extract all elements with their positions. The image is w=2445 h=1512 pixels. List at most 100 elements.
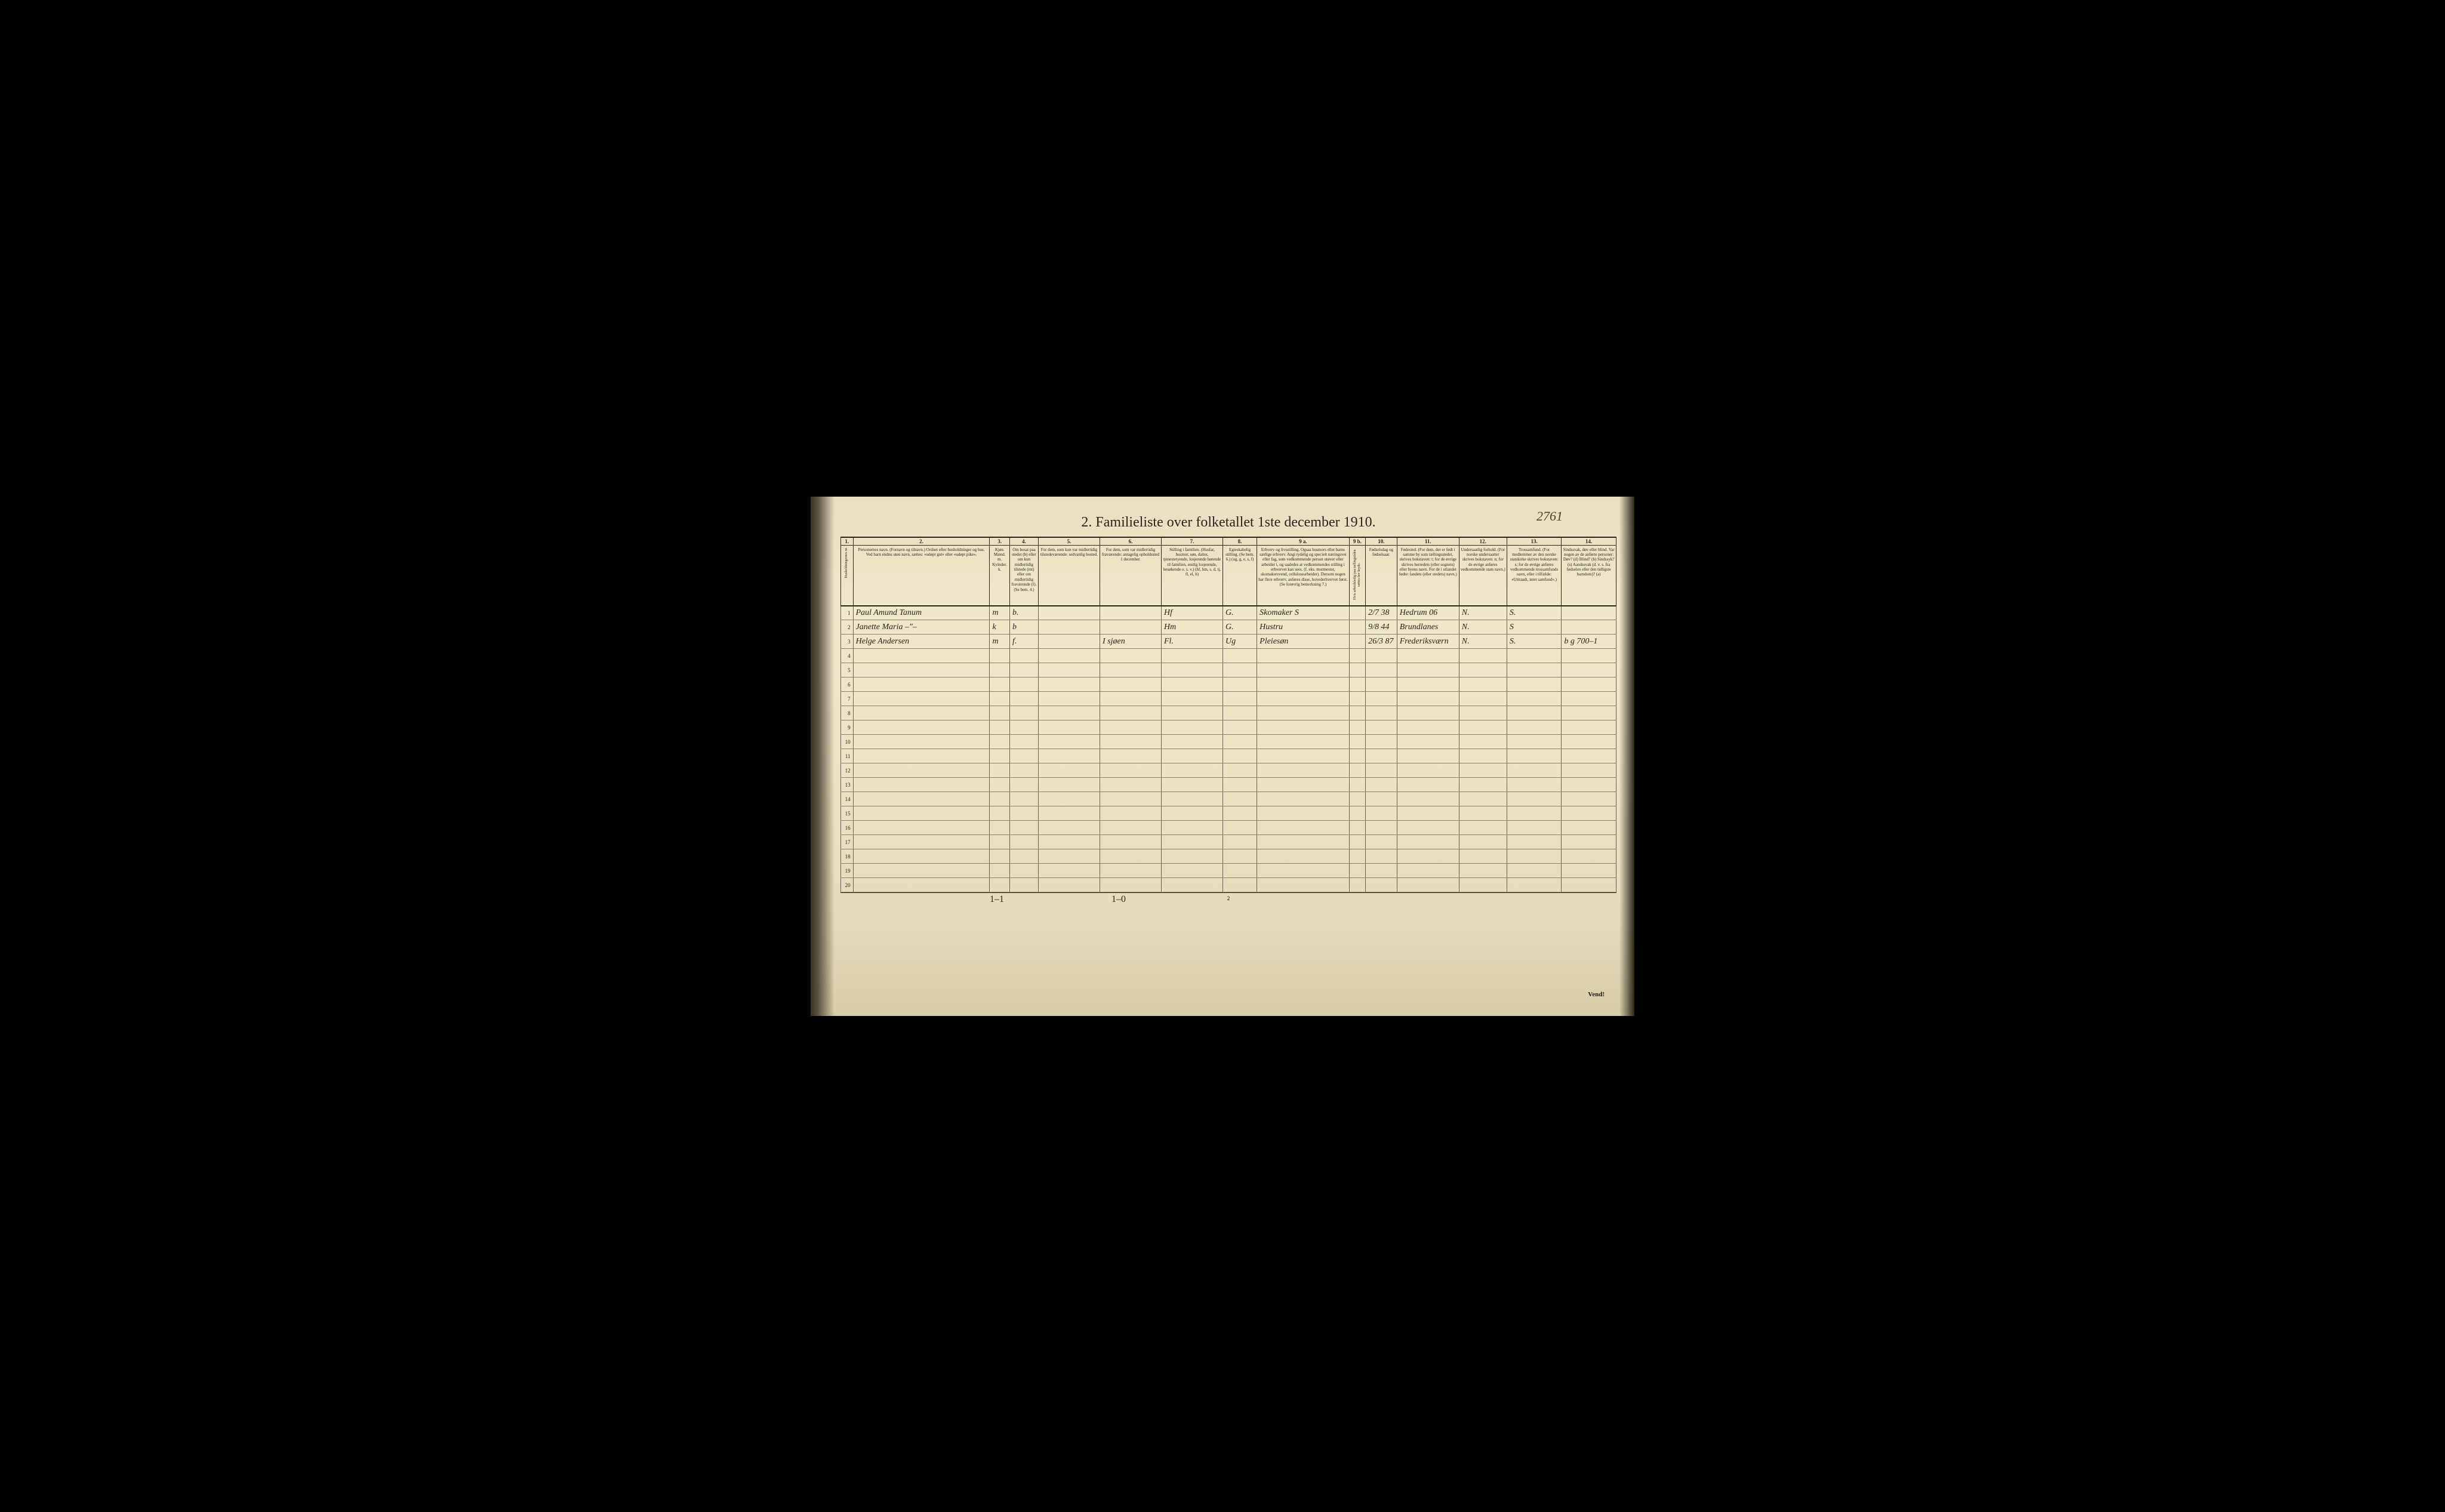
- table-cell: [1009, 864, 1038, 878]
- table-cell: [1161, 792, 1222, 806]
- table-cell: [1222, 720, 1257, 735]
- table-cell: [1161, 849, 1222, 864]
- table-cell: [1257, 864, 1349, 878]
- table-cell: [1039, 720, 1100, 735]
- table-cell: [1562, 749, 1616, 763]
- table-cell: [1507, 864, 1562, 878]
- col-num: 6.: [1100, 538, 1161, 546]
- table-cell: [1562, 835, 1616, 849]
- table-cell: [990, 678, 1010, 692]
- table-cell: [1039, 649, 1100, 663]
- table-cell: [1100, 792, 1161, 806]
- table-cell: 2: [841, 620, 854, 635]
- table-cell: [1349, 835, 1365, 849]
- table-cell: [1366, 649, 1397, 663]
- table-cell: [1009, 763, 1038, 778]
- table-cell: [1100, 706, 1161, 720]
- col-num: 5.: [1039, 538, 1100, 546]
- column-numbers-row: 1. 2. 3. 4. 5. 6. 7. 8. 9 a. 9 b. 10. 11…: [841, 538, 1616, 546]
- table-cell: b.: [1009, 606, 1038, 620]
- table-cell: [1366, 878, 1397, 892]
- table-cell: [1222, 878, 1257, 892]
- table-cell: [1039, 749, 1100, 763]
- table-cell: [853, 821, 990, 835]
- table-cell: [1459, 864, 1507, 878]
- page-number-bottom: 2: [840, 895, 1616, 901]
- table-cell: [1100, 835, 1161, 849]
- bottom-num: 1–1: [990, 894, 1004, 905]
- col-header: For dem, som var midlertidig fraværende:…: [1100, 545, 1161, 606]
- table-cell: [1100, 864, 1161, 878]
- table-cell: [853, 706, 990, 720]
- table-cell: [1009, 720, 1038, 735]
- table-cell: [1039, 778, 1100, 792]
- table-cell: [1161, 778, 1222, 792]
- handwritten-annotation-top: 2761: [1536, 509, 1563, 524]
- table-cell: [1100, 763, 1161, 778]
- table-cell: 9/8 44: [1366, 620, 1397, 635]
- bottom-num: 1–0: [1111, 894, 1126, 905]
- table-cell: [1161, 821, 1222, 835]
- table-cell: 8: [841, 706, 854, 720]
- table-cell: [1039, 763, 1100, 778]
- table-cell: 1: [841, 606, 854, 620]
- table-cell: G.: [1222, 606, 1257, 620]
- table-cell: [1222, 821, 1257, 835]
- table-cell: [1349, 749, 1365, 763]
- table-cell: [853, 649, 990, 663]
- table-cell: [1459, 749, 1507, 763]
- table-cell: [1507, 792, 1562, 806]
- table-cell: [1222, 749, 1257, 763]
- col-num: 7.: [1161, 538, 1222, 546]
- table-cell: [1562, 678, 1616, 692]
- table-cell: [1222, 692, 1257, 706]
- table-cell: [853, 678, 990, 692]
- table-cell: [1562, 663, 1616, 678]
- col-header: Kjøn. Mænd. m. Kvinder. k.: [990, 545, 1010, 606]
- table-cell: [1100, 878, 1161, 892]
- table-cell: [1366, 720, 1397, 735]
- table-cell: [1562, 806, 1616, 821]
- col-num: 4.: [1009, 538, 1038, 546]
- table-cell: [1257, 678, 1349, 692]
- table-cell: [1009, 735, 1038, 749]
- table-cell: [1459, 649, 1507, 663]
- table-cell: [1459, 763, 1507, 778]
- table-cell: [1397, 835, 1459, 849]
- col-header: Erhverv og livsstilling. Ogsaa husmors e…: [1257, 545, 1349, 606]
- table-cell: [853, 749, 990, 763]
- table-cell: [1366, 763, 1397, 778]
- table-cell: [1507, 806, 1562, 821]
- table-cell: Hustru: [1257, 620, 1349, 635]
- table-cell: [1562, 692, 1616, 706]
- table-cell: [1507, 835, 1562, 849]
- table-cell: [853, 864, 990, 878]
- col-header: Trossamfund. (For medlemmer av den norsk…: [1507, 545, 1562, 606]
- col-num: 11.: [1397, 538, 1459, 546]
- table-cell: [1222, 806, 1257, 821]
- table-cell: [1349, 821, 1365, 835]
- table-cell: [1222, 864, 1257, 878]
- table-row-empty: 16: [841, 821, 1616, 835]
- table-cell: Brundlanes: [1397, 620, 1459, 635]
- table-cell: [1257, 778, 1349, 792]
- table-cell: [1397, 778, 1459, 792]
- table-cell: [1349, 849, 1365, 864]
- col-header: Fødested. (For dem, der er født i samme …: [1397, 545, 1459, 606]
- table-row: 1Paul Amund Tanummb.HfG.Skomaker S2/7 38…: [841, 606, 1616, 620]
- table-cell: [1349, 778, 1365, 792]
- col-num: 9 b.: [1349, 538, 1365, 546]
- table-cell: [1222, 778, 1257, 792]
- table-cell: Hf: [1161, 606, 1222, 620]
- table-cell: [990, 806, 1010, 821]
- table-cell: Ug: [1222, 635, 1257, 649]
- table-cell: 13: [841, 778, 854, 792]
- table-cell: [1161, 864, 1222, 878]
- table-cell: [1100, 678, 1161, 692]
- table-cell: [1257, 749, 1349, 763]
- table-cell: [853, 878, 990, 892]
- table-body: 1Paul Amund Tanummb.HfG.Skomaker S2/7 38…: [841, 606, 1616, 892]
- table-cell: [1562, 620, 1616, 635]
- col-num: 3.: [990, 538, 1010, 546]
- table-cell: [1257, 649, 1349, 663]
